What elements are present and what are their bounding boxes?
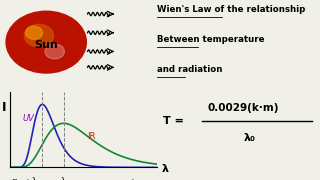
- Text: Between temperature: Between temperature: [157, 35, 264, 44]
- Text: 0.0029(k·m): 0.0029(k·m): [207, 103, 278, 113]
- Text: T =: T =: [163, 116, 188, 126]
- Text: Sun: Sun: [34, 40, 58, 50]
- Text: λ: λ: [162, 165, 169, 174]
- Text: λ₀: λ₀: [60, 177, 68, 180]
- Text: UV: UV: [23, 114, 35, 123]
- Text: Wien's Law of the relationship: Wien's Law of the relationship: [157, 5, 305, 14]
- Text: λ₀: λ₀: [244, 133, 255, 143]
- Circle shape: [26, 26, 43, 39]
- Text: IR: IR: [88, 132, 96, 141]
- Text: and radiation: and radiation: [157, 65, 222, 74]
- Text: λ₀: λ₀: [32, 177, 40, 180]
- Circle shape: [45, 44, 64, 59]
- Text: I: I: [1, 101, 6, 114]
- Text: Short: Short: [11, 179, 30, 180]
- Circle shape: [24, 24, 53, 47]
- Circle shape: [6, 11, 86, 73]
- Text: Long: Long: [132, 179, 149, 180]
